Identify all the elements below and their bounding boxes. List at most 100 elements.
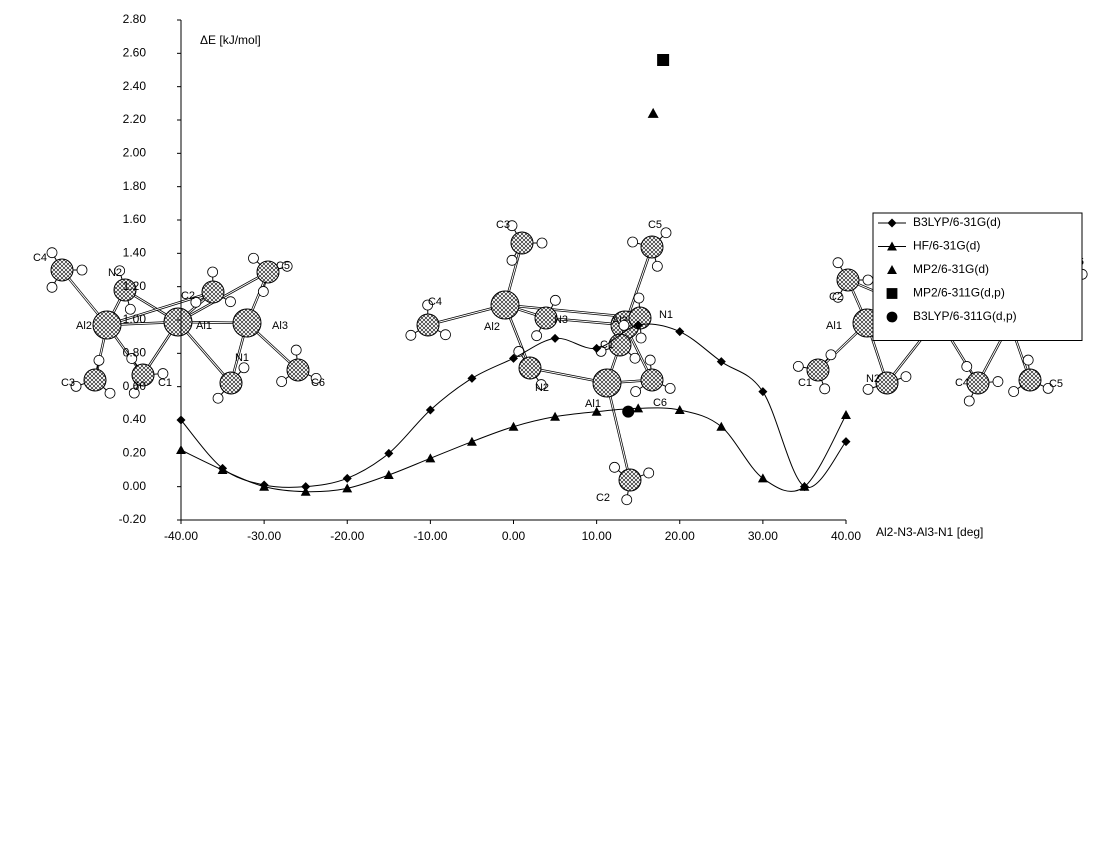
y-tick-label: 2.00 [123, 146, 147, 160]
marker-diamond [551, 334, 560, 343]
marker-circle [622, 406, 634, 418]
legend-label: MP2/6-31G(d) [913, 262, 989, 276]
y-tick-label: 0.00 [123, 479, 147, 493]
marker-triangle [467, 437, 477, 446]
marker-diamond [467, 374, 476, 383]
hydrogen [225, 297, 235, 307]
hydrogen [248, 253, 258, 263]
atom-label: N1 [235, 352, 249, 364]
marker-triangle [176, 445, 186, 454]
atom-label: Al2 [76, 320, 92, 332]
atom [593, 369, 621, 397]
marker-triangle [716, 422, 726, 431]
x-tick-label: -40.00 [164, 529, 198, 543]
y-tick-label: 0.60 [123, 379, 147, 393]
x-tick-label: 0.00 [502, 529, 526, 543]
hydrogen [631, 387, 641, 397]
atom-label: Al3 [272, 320, 288, 332]
atom [51, 259, 73, 281]
hydrogen [901, 372, 911, 382]
atom-label: C3 [496, 219, 510, 231]
hydrogen [208, 267, 218, 277]
hydrogen [863, 384, 873, 394]
marker-triangle [509, 422, 519, 431]
hydrogen [537, 238, 547, 248]
marker-diamond [343, 474, 352, 483]
hydrogen [105, 388, 115, 398]
atom-label: N2 [535, 382, 549, 394]
atom [417, 314, 439, 336]
atom [641, 369, 663, 391]
hydrogen [993, 377, 1003, 387]
legend-label: B3LYP/6-311G(d,p) [913, 309, 1017, 323]
atom [233, 309, 261, 337]
hydrogen [440, 330, 450, 340]
atom-label: C5 [276, 260, 290, 272]
atom-label: C2 [181, 290, 195, 302]
atom [641, 236, 663, 258]
x-tick-label: 30.00 [748, 529, 778, 543]
y-tick-label: 2.40 [123, 79, 147, 93]
atom [619, 469, 641, 491]
y-tick-label: 2.80 [123, 12, 147, 26]
series-line [181, 408, 846, 492]
atom-label: C1 [158, 377, 172, 389]
hydrogen [277, 377, 287, 387]
page: ΔE [kJ/mol] Al2-N3-Al3-N1 [deg] C4N2C2C5… [0, 0, 1097, 842]
hydrogen [645, 355, 655, 365]
atom [511, 232, 533, 254]
hydrogen [610, 462, 620, 472]
marker-diamond [717, 357, 726, 366]
atom-label: C6 [653, 397, 667, 409]
marker-diamond [842, 437, 851, 446]
marker-triangle [648, 108, 659, 118]
atom [967, 372, 989, 394]
marker-square [657, 54, 669, 66]
x-tick-label: -20.00 [330, 529, 364, 543]
atom [93, 311, 121, 339]
atom [220, 372, 242, 394]
hydrogen [826, 350, 836, 360]
hydrogen [291, 345, 301, 355]
hydrogen [636, 333, 646, 343]
hydrogen [964, 396, 974, 406]
y-tick-label: -0.20 [119, 512, 147, 526]
atom-label: C6 [311, 377, 325, 389]
x-tick-label: 10.00 [582, 529, 612, 543]
hydrogen [630, 353, 640, 363]
hydrogen [258, 286, 268, 296]
hydrogen [1023, 355, 1033, 365]
chart: ΔE [kJ/mol] Al2-N3-Al3-N1 [deg] C4N2C2C5… [0, 0, 1097, 842]
atom [1019, 369, 1041, 391]
atom-label: C4 [33, 252, 47, 264]
hydrogen [1009, 387, 1019, 397]
atom-label: C4 [955, 377, 969, 389]
hydrogen [962, 361, 972, 371]
hydrogen [406, 330, 416, 340]
y-tick-label: 0.40 [123, 412, 147, 426]
y-tick-label: 1.60 [123, 212, 147, 226]
atom [287, 359, 309, 381]
y-tick-label: 0.20 [123, 446, 147, 460]
hydrogen [47, 282, 57, 292]
x-tick-label: 20.00 [665, 529, 695, 543]
atom [491, 291, 519, 319]
x-tick-label: 40.00 [831, 529, 861, 543]
y-axis-label: ΔE [kJ/mol] [200, 33, 261, 47]
hydrogen [793, 361, 803, 371]
x-tick-label: -30.00 [247, 529, 281, 543]
atom-label: N3 [554, 314, 568, 326]
atom-label: C3 [61, 377, 75, 389]
hydrogen [550, 295, 560, 305]
hydrogen [652, 261, 662, 271]
hydrogen [47, 248, 57, 258]
hydrogen [665, 383, 675, 393]
atom-label: C1 [798, 377, 812, 389]
hydrogen [622, 495, 632, 505]
hydrogen [514, 346, 524, 356]
hydrogen [532, 331, 542, 341]
atom-label: C2 [596, 492, 610, 504]
marker-triangle [259, 482, 269, 491]
y-tick-label: 1.00 [123, 312, 147, 326]
marker-triangle [384, 470, 394, 479]
